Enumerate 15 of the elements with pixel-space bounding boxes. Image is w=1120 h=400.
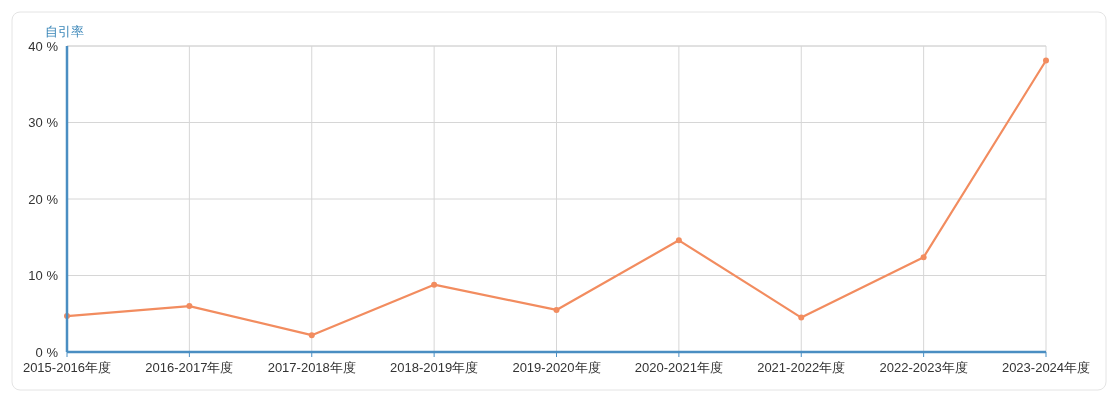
x-tick-label: 2017-2018年度	[267, 360, 356, 375]
y-tick-label: 10 %	[28, 268, 59, 284]
x-tick-label: 2018-2019年度	[390, 360, 479, 375]
x-tick-label: 2021-2022年度	[757, 360, 846, 375]
x-tick-label: 2016-2017年度	[145, 360, 234, 375]
y-tick-label: 20 %	[28, 191, 59, 207]
x-tick-label: 2022-2023年度	[879, 360, 968, 375]
y-tick-label: 30 %	[28, 115, 59, 131]
x-tick-label: 2020-2021年度	[634, 360, 723, 375]
y-tick-label: 40 %	[28, 38, 59, 54]
x-tick-label: 2015-2016年度	[22, 360, 112, 375]
x-tick-label: 2019-2020年度	[512, 360, 601, 375]
y-axis-title: 自引率	[45, 24, 84, 39]
y-tick-label: 0 %	[35, 344, 59, 360]
x-tick-label: 2023-2024年度	[1001, 360, 1091, 375]
